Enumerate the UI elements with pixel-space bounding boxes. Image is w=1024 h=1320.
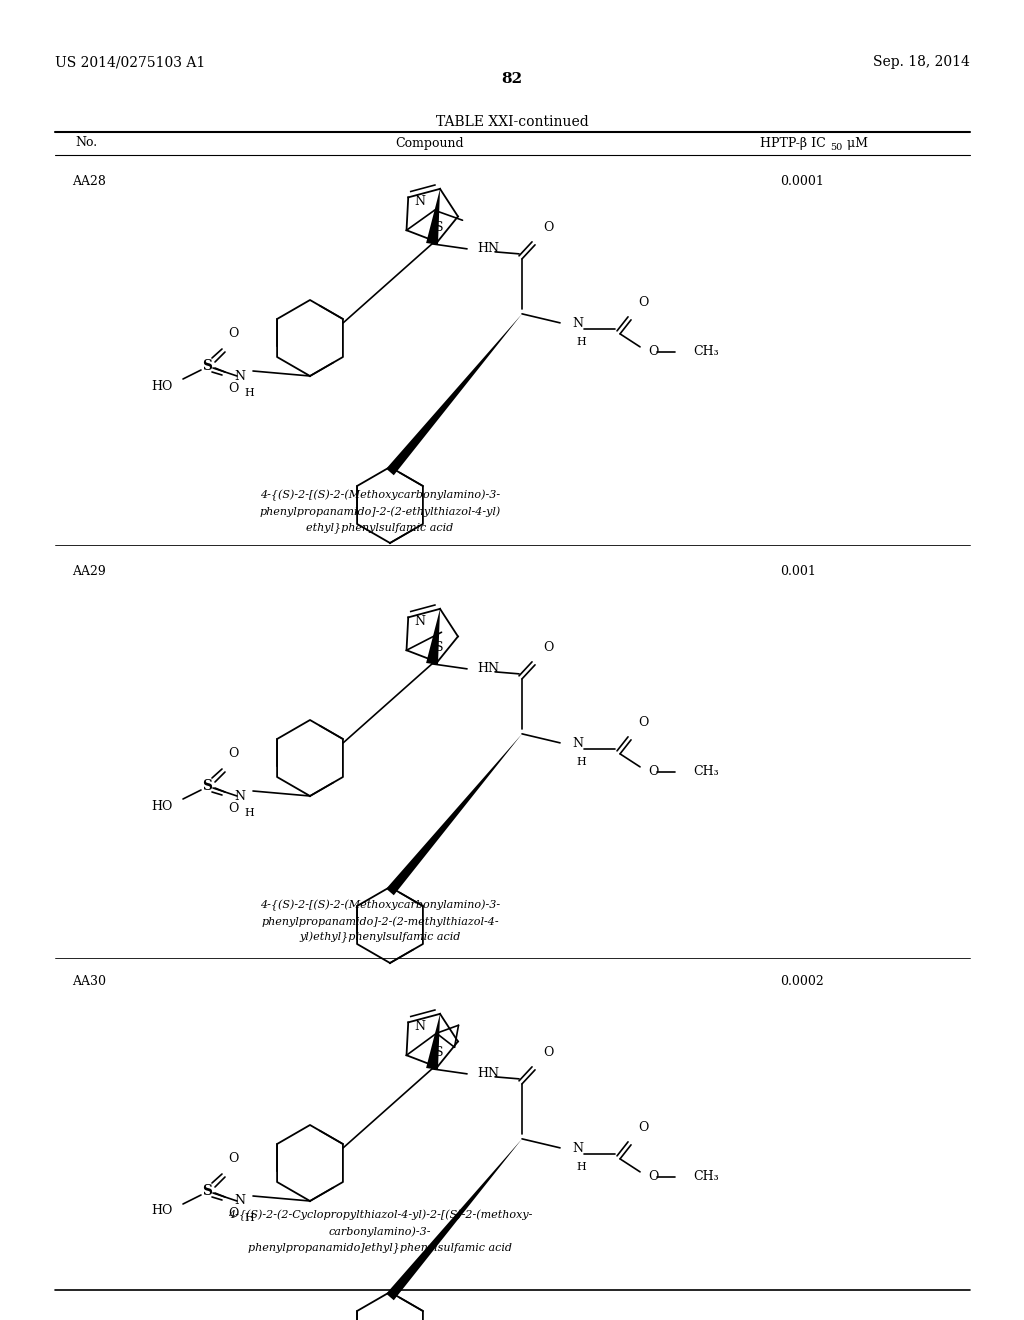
Text: O: O [648, 1171, 658, 1183]
Text: Compound: Compound [395, 136, 464, 149]
Polygon shape [426, 189, 440, 244]
Text: US 2014/0275103 A1: US 2014/0275103 A1 [55, 55, 205, 69]
Text: S: S [202, 779, 212, 793]
Text: No.: No. [75, 136, 97, 149]
Text: O: O [543, 1045, 553, 1059]
Text: S: S [435, 1045, 443, 1059]
Text: N: N [415, 1020, 425, 1032]
Text: 82: 82 [502, 73, 522, 86]
Text: S: S [435, 220, 443, 234]
Text: carbonylamino)-3-: carbonylamino)-3- [329, 1226, 431, 1237]
Text: 0.001: 0.001 [780, 565, 816, 578]
Text: O: O [228, 803, 239, 814]
Text: O: O [228, 381, 239, 395]
Text: phenylpropanamido]-2-(2-ethylthiazol-4-yl): phenylpropanamido]-2-(2-ethylthiazol-4-y… [259, 506, 501, 516]
Text: N: N [572, 1142, 583, 1155]
Polygon shape [386, 734, 522, 895]
Text: H: H [577, 756, 586, 767]
Text: S: S [202, 1184, 212, 1199]
Text: Sep. 18, 2014: Sep. 18, 2014 [873, 55, 970, 69]
Text: O: O [638, 715, 648, 729]
Text: O: O [228, 327, 239, 341]
Text: HN: HN [477, 1068, 499, 1080]
Polygon shape [426, 1014, 440, 1069]
Text: HO: HO [152, 380, 173, 392]
Text: 0.0002: 0.0002 [780, 975, 823, 987]
Text: AA29: AA29 [72, 565, 105, 578]
Text: CH₃: CH₃ [693, 766, 719, 779]
Polygon shape [426, 609, 440, 665]
Text: HPTP-β IC: HPTP-β IC [760, 136, 825, 149]
Text: O: O [543, 640, 553, 653]
Text: HO: HO [152, 800, 173, 813]
Text: O: O [648, 766, 658, 779]
Text: N: N [572, 317, 583, 330]
Text: 4-{(S)-2-[(S)-2-(Methoxycarbonylamino)-3-: 4-{(S)-2-[(S)-2-(Methoxycarbonylamino)-3… [260, 900, 500, 911]
Text: H: H [244, 1213, 254, 1224]
Polygon shape [386, 314, 522, 475]
Text: CH₃: CH₃ [693, 346, 719, 358]
Text: O: O [543, 220, 553, 234]
Text: O: O [228, 1152, 239, 1166]
Text: O: O [638, 1121, 648, 1134]
Text: O: O [638, 296, 648, 309]
Text: N: N [415, 195, 425, 207]
Text: TABLE XXI-continued: TABLE XXI-continued [435, 115, 589, 129]
Text: 0.0001: 0.0001 [780, 176, 824, 187]
Polygon shape [386, 1139, 522, 1300]
Text: AA30: AA30 [72, 975, 106, 987]
Text: O: O [228, 1206, 239, 1220]
Text: 4-{(S)-2-[(S)-2-(Methoxycarbonylamino)-3-: 4-{(S)-2-[(S)-2-(Methoxycarbonylamino)-3… [260, 490, 500, 502]
Text: HN: HN [477, 663, 499, 676]
Text: μM: μM [843, 136, 868, 149]
Text: O: O [228, 747, 239, 760]
Text: AA28: AA28 [72, 176, 105, 187]
Text: H: H [244, 808, 254, 818]
Text: yl)ethyl}phenylsulfamic acid: yl)ethyl}phenylsulfamic acid [299, 932, 461, 944]
Text: phenylpropanamido]ethyl}phenylsulfamic acid: phenylpropanamido]ethyl}phenylsulfamic a… [248, 1242, 512, 1253]
Text: N: N [415, 615, 425, 628]
Text: 4-{(S)-2-(2-Cyclopropylthiazol-4-yl)-2-[(S)-2-(methoxy-: 4-{(S)-2-(2-Cyclopropylthiazol-4-yl)-2-[… [227, 1210, 532, 1221]
Text: HO: HO [152, 1204, 173, 1217]
Text: N: N [234, 1195, 245, 1208]
Text: N: N [234, 370, 245, 383]
Text: ethyl}phenylsulfamic acid: ethyl}phenylsulfamic acid [306, 521, 454, 533]
Text: phenylpropanamido]-2-(2-methylthiazol-4-: phenylpropanamido]-2-(2-methylthiazol-4- [261, 916, 499, 927]
Text: 50: 50 [830, 144, 843, 153]
Text: O: O [648, 346, 658, 358]
Text: HN: HN [477, 243, 499, 255]
Text: N: N [234, 789, 245, 803]
Text: H: H [577, 1162, 586, 1172]
Text: H: H [244, 388, 254, 399]
Text: N: N [572, 738, 583, 750]
Text: S: S [202, 359, 212, 374]
Text: H: H [577, 337, 586, 347]
Text: CH₃: CH₃ [693, 1171, 719, 1183]
Text: S: S [435, 642, 443, 653]
